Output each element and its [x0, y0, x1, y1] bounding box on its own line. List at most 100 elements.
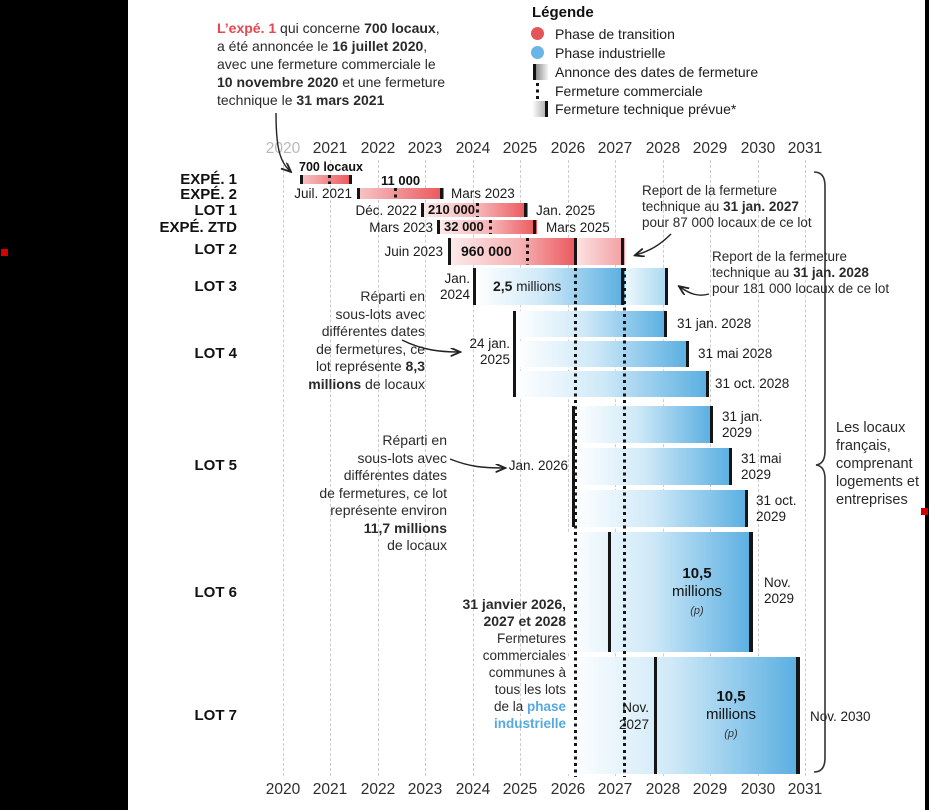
- announce-mark-icon: [533, 64, 549, 80]
- lot5-announce-mark: [572, 406, 575, 527]
- gridline-2026: [568, 160, 569, 776]
- expe1-count: 700 locaux: [299, 160, 363, 174]
- lot2-announce-mark: [448, 238, 451, 265]
- axis-bottom-2021: 2021: [312, 781, 348, 798]
- axis-bottom-2027: 2027: [597, 781, 633, 798]
- lot6-technical-mark: [749, 532, 753, 652]
- legend-title: Légende: [532, 4, 594, 21]
- lot6-announce-mark: [608, 532, 611, 652]
- row-label-lot7: LOT 7: [194, 707, 237, 724]
- lot7-end-label: Nov. 2030: [807, 707, 874, 727]
- row-label-ztd: EXPÉ. ZTD: [159, 219, 237, 236]
- lot3-industrial-bar: [475, 268, 625, 305]
- axis-top-2025: 2025: [502, 140, 538, 157]
- expe2-commercial-mark: [394, 188, 397, 199]
- intro-note: L’expé. 1 qui concerne 700 locaux, a été…: [217, 20, 446, 108]
- lot4-announce-mark: [513, 311, 516, 397]
- lot5-bar-2: [575, 448, 732, 485]
- row-label-lot2: LOT 2: [194, 241, 237, 258]
- gridline-2020: [283, 160, 284, 776]
- lot4-bar-3: [516, 371, 709, 397]
- row-label-lot1: LOT 1: [194, 202, 237, 219]
- lot3-reported-technical-mark: [665, 268, 668, 305]
- axis-bottom-2026: 2026: [550, 781, 586, 798]
- expe1-commercial-mark: [328, 175, 331, 184]
- ztd-end-label: Mars 2025: [546, 220, 610, 235]
- ztd-count: 32 000: [444, 219, 484, 234]
- lot1-technical-mark: [524, 203, 527, 217]
- expe1-announce-mark: [300, 175, 303, 184]
- axis-top-2028: 2028: [645, 140, 681, 157]
- lot5-note: Réparti en sous-lots avec différentes dat…: [319, 432, 447, 553]
- lot2-start-label: Juin 2023: [384, 244, 443, 259]
- ztd-commercial-mark: [489, 220, 492, 234]
- expe1-transition-bar: [300, 175, 352, 184]
- lot3-count: 2,5 millions: [493, 278, 562, 294]
- lot5-technical-mark-3: [745, 490, 748, 527]
- axis-top-2027: 2027: [597, 140, 633, 157]
- commercial-closure-mark-icon: [536, 83, 539, 99]
- report-note-lot3: Report de la fermeture technique au 31 j…: [712, 249, 890, 296]
- row-label-lot3: LOT 3: [194, 278, 237, 295]
- legend-item-announce: Annonce des dates de fermeture: [555, 64, 759, 80]
- lot1-end-label: Jan. 2025: [536, 203, 596, 218]
- bracket-note: Les locaux français, comprenant logement…: [836, 420, 920, 508]
- lot4-note: Réparti en sous-lots avec différentes dat…: [308, 288, 425, 392]
- lot4-technical-mark-1: [664, 311, 667, 337]
- expe2-transition-bar: [357, 188, 444, 199]
- lot7-industrial-bar: [568, 657, 799, 774]
- technical-closure-mark-icon: [532, 101, 548, 117]
- lot1-count: 210 000: [428, 202, 475, 217]
- lot7-count: 10,5 millions (p): [705, 688, 756, 740]
- ztd-start-label: Mars 2023: [369, 220, 433, 235]
- row-label-lot4: LOT 4: [194, 345, 237, 362]
- expe2-end-label: Mars 2023: [451, 186, 515, 201]
- common-commercial-line-2027: [623, 268, 626, 777]
- lot3-extension-bar: [625, 268, 668, 305]
- common-commercial-line-2026: [574, 268, 577, 777]
- ztd-technical-mark: [533, 220, 536, 234]
- gridline-2021: [330, 160, 331, 776]
- lot4-end-label-1: 31 jan. 2028: [677, 316, 752, 331]
- lot5-technical-mark-2: [729, 448, 732, 485]
- lot4-technical-mark-2: [686, 341, 689, 367]
- lot3-announce-mark: [473, 268, 476, 305]
- row-label-lot5: LOT 5: [194, 457, 237, 474]
- right-red-marker: [921, 508, 928, 515]
- lot4-bar-2: [516, 341, 689, 367]
- lot1-transition-bar: [421, 203, 528, 217]
- lot1-commercial-mark: [476, 203, 479, 217]
- axis-top-2026: 2026: [550, 140, 586, 157]
- row-label-lot6: LOT 6: [194, 584, 237, 601]
- axis-top-2024: 2024: [455, 140, 491, 157]
- axis-bottom-2024: 2024: [455, 781, 491, 798]
- ztd-transition-bar: [437, 220, 537, 234]
- intro-expe1: L’expé. 1: [217, 20, 277, 36]
- row-label-expe2: EXPÉ. 2: [180, 186, 237, 203]
- expe2-count: 11 000: [381, 173, 421, 188]
- lot3-start-label: Jan. 2024: [439, 271, 470, 302]
- lot5-bar-3: [575, 490, 748, 527]
- lot1-start-label: Déc. 2022: [355, 203, 417, 218]
- legend-item-commercial: Fermeture commerciale: [555, 83, 703, 99]
- axis-top-2030: 2030: [740, 140, 776, 157]
- lot6-count: 10,5 millions (p): [671, 565, 722, 617]
- expe1-technical-mark: [349, 175, 352, 184]
- lot6-end-label: Nov. 2029: [764, 575, 795, 606]
- lot5-end-label-2: 31 mai 2029: [741, 451, 782, 482]
- lot5-technical-mark-1: [710, 406, 713, 443]
- industrial-dot-icon: [531, 46, 544, 59]
- ztd-announce-mark: [437, 220, 440, 234]
- lot5-end-label-1: 31 jan. 2029: [722, 409, 763, 440]
- lot2-commercial-mark: [526, 238, 529, 265]
- lot2-technical-mark: [574, 238, 577, 265]
- axis-top-2021: 2021: [312, 140, 348, 157]
- lot4-bar-1: [516, 311, 667, 337]
- legend-item-industrial: Phase industrielle: [555, 45, 666, 61]
- axis-top-2023: 2023: [407, 140, 443, 157]
- axis-bottom-2025: 2025: [502, 781, 538, 798]
- lot6-industrial-bar: [568, 532, 753, 652]
- axis-top-2022: 2022: [360, 140, 396, 157]
- expe2-start-label: Juil. 2021: [294, 186, 352, 201]
